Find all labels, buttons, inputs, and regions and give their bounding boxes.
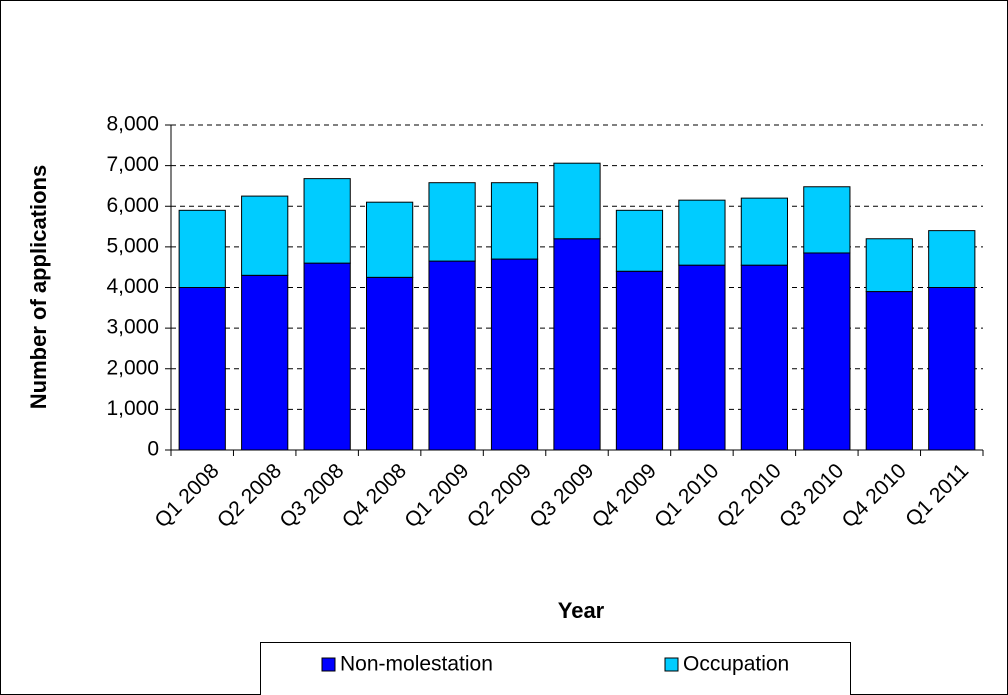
bar-segment bbox=[928, 287, 976, 451]
bar-segment bbox=[865, 238, 913, 293]
bar-segment bbox=[241, 274, 289, 451]
y-tick-label: 1,000 bbox=[106, 397, 159, 420]
y-tick-label: 4,000 bbox=[106, 275, 159, 298]
bar-segment bbox=[615, 209, 664, 272]
bar-segment bbox=[740, 197, 788, 266]
bar-segment bbox=[303, 178, 351, 264]
y-tick-label: 7,000 bbox=[106, 153, 159, 176]
bar-segment bbox=[740, 264, 788, 451]
legend-label: Occupation bbox=[683, 653, 789, 676]
bar-segment bbox=[678, 264, 726, 451]
legend-swatch bbox=[664, 657, 679, 672]
bar-segment bbox=[553, 238, 601, 451]
y-tick-label: 3,000 bbox=[106, 316, 159, 339]
legend-box bbox=[260, 642, 851, 695]
y-tick-label: 2,000 bbox=[106, 356, 159, 379]
bar-segment bbox=[366, 276, 414, 451]
bar-segment bbox=[241, 195, 289, 276]
bar-segment bbox=[928, 230, 976, 288]
bar-segment bbox=[553, 162, 601, 240]
bar-segment bbox=[865, 291, 913, 451]
bar-segment bbox=[490, 182, 539, 260]
x-axis-title: Year bbox=[558, 598, 605, 623]
bar-segment bbox=[366, 201, 414, 278]
y-axis-title: Number of applications bbox=[26, 165, 51, 409]
y-tick-label: 8,000 bbox=[106, 113, 159, 136]
bar-segment bbox=[428, 260, 476, 451]
bar-segment bbox=[428, 182, 476, 262]
bar-segment bbox=[303, 262, 351, 451]
bar-segment bbox=[678, 199, 726, 266]
y-tick-label: 0 bbox=[147, 438, 159, 461]
bar-segment bbox=[615, 270, 664, 451]
bar-segment bbox=[178, 209, 226, 288]
y-tick-label: 5,000 bbox=[106, 234, 159, 257]
bar-segment bbox=[803, 252, 851, 451]
legend-swatch bbox=[321, 657, 336, 672]
bar-segment bbox=[178, 287, 226, 451]
legend-label: Non-molestation bbox=[340, 653, 493, 676]
bar-segment bbox=[803, 186, 851, 254]
bar-segment bbox=[490, 258, 539, 451]
y-tick-label: 6,000 bbox=[106, 194, 159, 217]
